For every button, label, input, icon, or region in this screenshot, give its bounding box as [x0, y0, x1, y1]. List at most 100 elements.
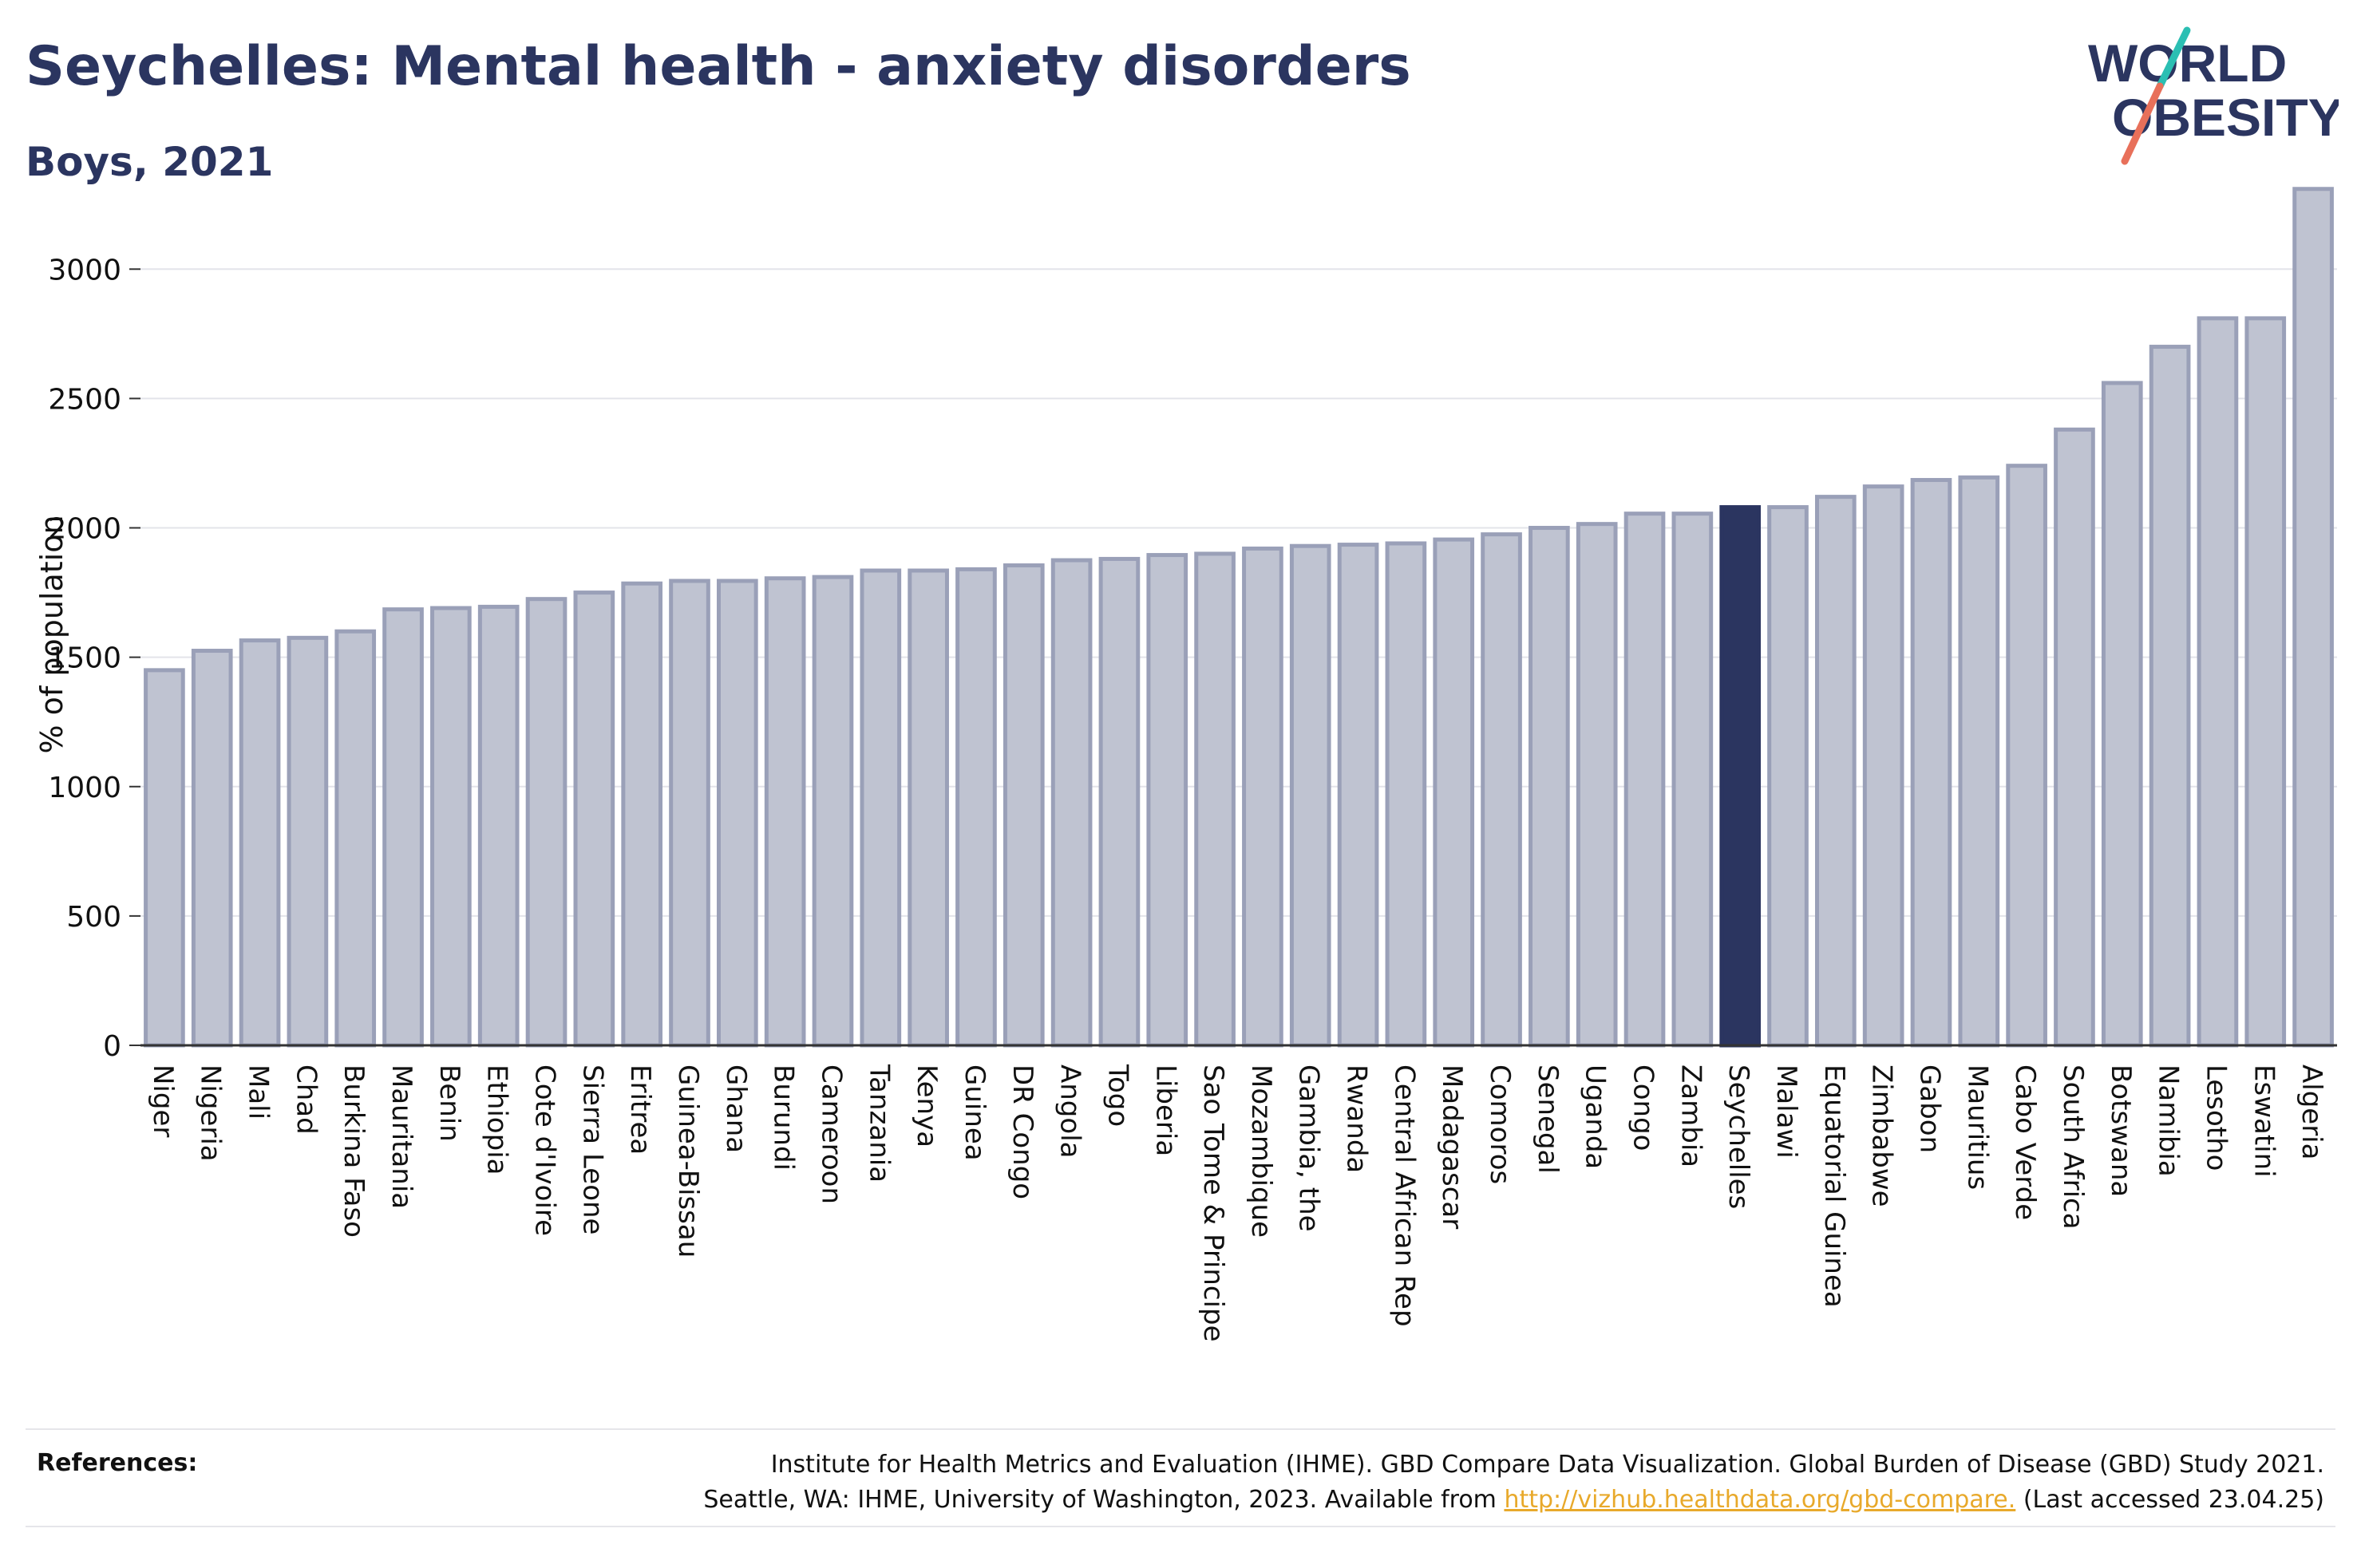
x-tick-label: Burkina Faso — [338, 1064, 370, 1238]
bar-nigeria — [191, 649, 233, 1048]
bar-mauritius — [1958, 475, 2000, 1048]
x-tick-label: Uganda — [1580, 1064, 1612, 1169]
x-tick-label: Mozambique — [1245, 1064, 1277, 1238]
x-tick-label: Guinea — [959, 1064, 991, 1161]
bar-algeria — [2292, 187, 2334, 1048]
bar-ghana — [716, 579, 758, 1048]
bar-comoros — [1481, 532, 1522, 1048]
x-tick-label: Angola — [1054, 1064, 1086, 1158]
bar-burkina-faso — [334, 629, 377, 1048]
bar-cote-d-ivoire — [525, 597, 568, 1048]
bar-burundi — [764, 576, 806, 1048]
x-tick-label: Cameroon — [815, 1064, 847, 1204]
x-tick-label: Liberia — [1149, 1064, 1181, 1156]
bar-madagascar — [1433, 537, 1475, 1048]
bar-chart: 0 500 1000 1500 2000 2500 3000 Niger Nigeria Mali… — [34, 187, 2337, 1342]
y-tick-label: 0 — [103, 1030, 121, 1063]
x-tick-label: Nigeria — [195, 1064, 227, 1162]
x-tick-label: Eritrea — [624, 1064, 656, 1155]
x-tick-label: Botswana — [2105, 1064, 2137, 1197]
x-tick-label: Mauritania — [386, 1064, 417, 1209]
x-tick-label: Lesotho — [2200, 1064, 2232, 1171]
bar-angola — [1050, 558, 1093, 1048]
bar-guinea — [955, 567, 997, 1048]
x-tick-label: Guinea-Bissau — [672, 1064, 704, 1258]
chart-subtitle: Boys, 2021 — [26, 139, 274, 185]
bar-sao-tome-principe — [1194, 551, 1236, 1048]
y-tick-label: 500 — [66, 901, 121, 934]
bar-mauritania — [382, 607, 424, 1048]
x-tick-label: Mali — [243, 1064, 275, 1120]
x-tick-label: Benin — [433, 1064, 465, 1142]
x-tick-label: Central African Rep — [1388, 1064, 1420, 1327]
bar-tanzania — [860, 568, 902, 1048]
bar-mali — [239, 638, 281, 1048]
bar-kenya — [908, 568, 949, 1048]
reference-line-2: Seattle, WA: IHME, University of Washing… — [703, 1483, 2324, 1518]
x-tick-label: Kenya — [911, 1064, 943, 1147]
references-text: Institute for Health Metrics and Evaluat… — [703, 1448, 2324, 1517]
bar-guinea-bissau — [669, 579, 710, 1048]
bar-equatorial-guinea — [1814, 495, 1857, 1048]
reference-link[interactable]: http://vizhub.healthdata.org/gbd-compare… — [1504, 1485, 2016, 1514]
bar-central-african-rep — [1385, 541, 1427, 1048]
x-tick-label: Sao Tome & Principe — [1197, 1064, 1229, 1342]
reference-line-1: Institute for Health Metrics and Evaluat… — [770, 1451, 2324, 1479]
references-divider-top — [26, 1428, 2335, 1430]
logo-slash-teal — [2156, 26, 2191, 90]
y-tick-label: 1500 — [48, 642, 121, 675]
x-tick-label: Senegal — [1532, 1064, 1564, 1174]
bar-namibia — [2149, 345, 2191, 1048]
x-tick-label: Togo — [1101, 1064, 1133, 1127]
bar-rwanda — [1337, 543, 1379, 1048]
bar-cabo-verde — [2006, 464, 2047, 1048]
x-tick-label: Chad — [290, 1064, 322, 1135]
logo-line1: WORLD — [2088, 34, 2287, 93]
axes: 0 500 1000 1500 2000 2500 3000 Niger Nigeria Mali… — [48, 254, 2337, 1342]
bar-togo — [1098, 556, 1141, 1048]
bar-highlight-seychelles — [1719, 505, 1762, 1048]
x-tick-label: Burundi — [768, 1064, 800, 1171]
bar-ethiopia — [477, 604, 520, 1048]
x-tick-label: Ghana — [720, 1064, 752, 1153]
x-tick-label: Gabon — [1913, 1064, 1945, 1153]
bar-benin — [430, 606, 472, 1048]
bar-sierra-leone — [573, 590, 615, 1048]
references-label: References: — [37, 1449, 198, 1477]
x-tick-label: Madagascar — [1436, 1064, 1468, 1229]
x-tick-label: Malawi — [1770, 1064, 1802, 1159]
x-tick-label: Cote d'Ivoire — [529, 1064, 561, 1236]
y-tick-label: 2000 — [48, 513, 121, 546]
bar-cameroon — [812, 575, 854, 1048]
y-axis-label: % of population — [34, 515, 69, 753]
x-tick-label: Rwanda — [1341, 1064, 1373, 1173]
x-tick-label: Congo — [1627, 1064, 1659, 1151]
reference-line-2-suffix: (Last accessed 23.04.25) — [2015, 1485, 2324, 1514]
bar-zimbabwe — [1862, 484, 1904, 1048]
y-tick-label: 2500 — [48, 383, 121, 416]
x-tick-label: Zambia — [1675, 1064, 1706, 1167]
bar-gabon — [1910, 478, 1952, 1048]
y-tick-label: 3000 — [48, 254, 121, 286]
x-tick-label: Seychelles — [1722, 1064, 1754, 1209]
reference-line-2-prefix: Seattle, WA: IHME, University of Washing… — [703, 1485, 1505, 1514]
x-tick-label: Sierra Leone — [576, 1064, 608, 1234]
bar-malawi — [1767, 505, 1809, 1048]
bar-congo — [1623, 511, 1666, 1048]
bar-mozambique — [1242, 546, 1283, 1048]
x-tick-label: Algeria — [2296, 1064, 2327, 1159]
y-tick-label: 1000 — [48, 772, 121, 804]
x-tick-label: Zimbabwe — [1866, 1064, 1898, 1207]
x-tick-label: Equatorial Guinea — [1818, 1064, 1850, 1308]
bar-south-africa — [2054, 427, 2095, 1048]
x-tick-label: Cabo Verde — [2009, 1064, 2041, 1220]
bar-eritrea — [621, 581, 663, 1048]
bar-eswatini — [2244, 316, 2287, 1048]
bar-chad — [287, 635, 329, 1048]
world-obesity-logo: WORLD OBESITY — [2088, 26, 2339, 165]
x-tick-label: Namibia — [2153, 1064, 2185, 1177]
x-tick-label: Niger — [147, 1064, 179, 1137]
bar-dr-congo — [1003, 563, 1045, 1048]
x-tick-label: Eswatini — [2248, 1064, 2280, 1178]
logo-slash-coral — [2121, 82, 2164, 165]
